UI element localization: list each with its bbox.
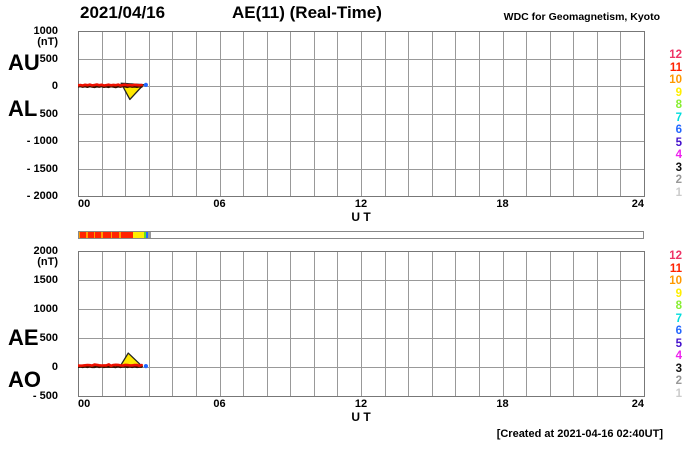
station-bar-segment bbox=[132, 232, 144, 238]
legend-station-count: 10 bbox=[669, 275, 682, 287]
index-label-al: AL bbox=[8, 96, 38, 121]
legend-station-count: 4 bbox=[675, 350, 682, 362]
al-trace bbox=[78, 85, 143, 89]
latest-point-dot bbox=[143, 82, 149, 87]
legend-station-count: 6 bbox=[675, 325, 682, 337]
y-tick-label: - 1000 bbox=[26, 135, 58, 147]
legend-station-count: 4 bbox=[675, 149, 682, 161]
legend-station-count: 3 bbox=[675, 161, 682, 174]
y-tick-label: - 1500 bbox=[26, 162, 58, 175]
legend-station-count: 7 bbox=[675, 111, 682, 124]
station-bar-segment bbox=[110, 232, 113, 238]
station-bar-segment bbox=[147, 232, 152, 238]
y-tick-label: 1000 bbox=[33, 303, 58, 315]
created-at-label: [Created at 2021-04-16 02:40UT] bbox=[496, 428, 663, 440]
x-tick-label: 06 bbox=[213, 398, 226, 410]
legend-station-count: 3 bbox=[675, 362, 682, 375]
station-bar-segment bbox=[120, 232, 133, 238]
legend-station-count: 12 bbox=[669, 250, 682, 262]
x-axis-title: U T bbox=[351, 410, 371, 424]
y-tick-label: - 500 bbox=[32, 390, 58, 402]
index-label-ao: AO bbox=[8, 367, 41, 392]
legend-station-count: 11 bbox=[669, 61, 682, 74]
legend-station-count: 9 bbox=[675, 86, 682, 99]
x-axis-title: U T bbox=[351, 210, 371, 224]
y-tick-label: 0 bbox=[51, 361, 58, 373]
station-bar-segment bbox=[87, 232, 94, 238]
x-tick-label: 24 bbox=[631, 398, 644, 410]
x-tick-label: 12 bbox=[354, 398, 368, 410]
x-tick-label: 06 bbox=[213, 198, 226, 210]
legend-station-count: 1 bbox=[675, 186, 682, 199]
station-bar-segment bbox=[94, 232, 102, 238]
y-tick-label: 0 bbox=[51, 80, 58, 92]
station-bar-segment bbox=[145, 232, 148, 238]
latest-point-dot bbox=[143, 364, 149, 369]
y-axis-unit-label: (nT) bbox=[37, 36, 58, 48]
legend-station-count: 12 bbox=[669, 49, 682, 61]
x-tick-label: 12 bbox=[354, 198, 368, 210]
ae-trace bbox=[78, 363, 144, 368]
y-axis-unit-label: (nT) bbox=[37, 256, 58, 268]
legend-station-count: 8 bbox=[675, 300, 682, 312]
legend-station-count: 5 bbox=[675, 136, 682, 149]
x-tick-label: 24 bbox=[631, 198, 644, 210]
y-tick-label: 500 bbox=[39, 52, 58, 65]
au-al-plot-svg bbox=[78, 31, 645, 197]
ae-ao-plot-svg bbox=[78, 251, 645, 397]
index-label-ae: AE bbox=[8, 325, 39, 350]
y-tick-label: 2000 bbox=[33, 245, 58, 257]
station-bar-segment bbox=[80, 232, 87, 238]
station-bar-segment bbox=[79, 232, 81, 238]
legend-station-count: 1 bbox=[675, 387, 682, 400]
x-tick-label: 18 bbox=[496, 398, 509, 410]
y-tick-label: 1500 bbox=[33, 274, 58, 286]
station-bar-segment bbox=[86, 232, 88, 238]
station-bar-segment bbox=[102, 232, 111, 238]
station-bar-segment bbox=[119, 232, 121, 238]
x-tick-label: 00 bbox=[78, 198, 91, 210]
wdc-source-label: WDC for Geomagnetism, Kyoto bbox=[503, 11, 660, 23]
x-tick-label: 18 bbox=[496, 198, 509, 210]
ao-trace bbox=[78, 365, 143, 369]
legend-station-count: 7 bbox=[675, 312, 682, 325]
legend-station-count: 5 bbox=[675, 337, 682, 350]
station-bar-segment bbox=[101, 232, 103, 238]
legend-station-count: 8 bbox=[675, 99, 682, 111]
station-coverage-bar bbox=[78, 231, 644, 239]
x-tick-label: 00 bbox=[78, 398, 91, 410]
station-bar-segment bbox=[112, 232, 120, 238]
legend-station-count: 10 bbox=[669, 74, 682, 86]
station-bar-segment bbox=[143, 232, 146, 238]
legend-station-count: 2 bbox=[675, 375, 682, 387]
index-label-au: AU bbox=[8, 50, 40, 75]
y-tick-label: - 500 bbox=[32, 107, 58, 120]
station-bar-segment bbox=[93, 232, 95, 238]
legend-station-count: 11 bbox=[669, 262, 682, 275]
page-title: AE(11) (Real-Time) bbox=[232, 3, 382, 22]
au-trace bbox=[78, 83, 144, 87]
legend-station-count: 2 bbox=[675, 174, 682, 186]
legend-station-count: 9 bbox=[675, 287, 682, 300]
y-tick-label: - 2000 bbox=[26, 190, 58, 202]
y-tick-label: 1000 bbox=[33, 25, 58, 37]
date-label: 2021/04/16 bbox=[80, 3, 166, 22]
y-tick-label: 500 bbox=[39, 332, 58, 344]
legend-station-count: 6 bbox=[675, 124, 682, 136]
